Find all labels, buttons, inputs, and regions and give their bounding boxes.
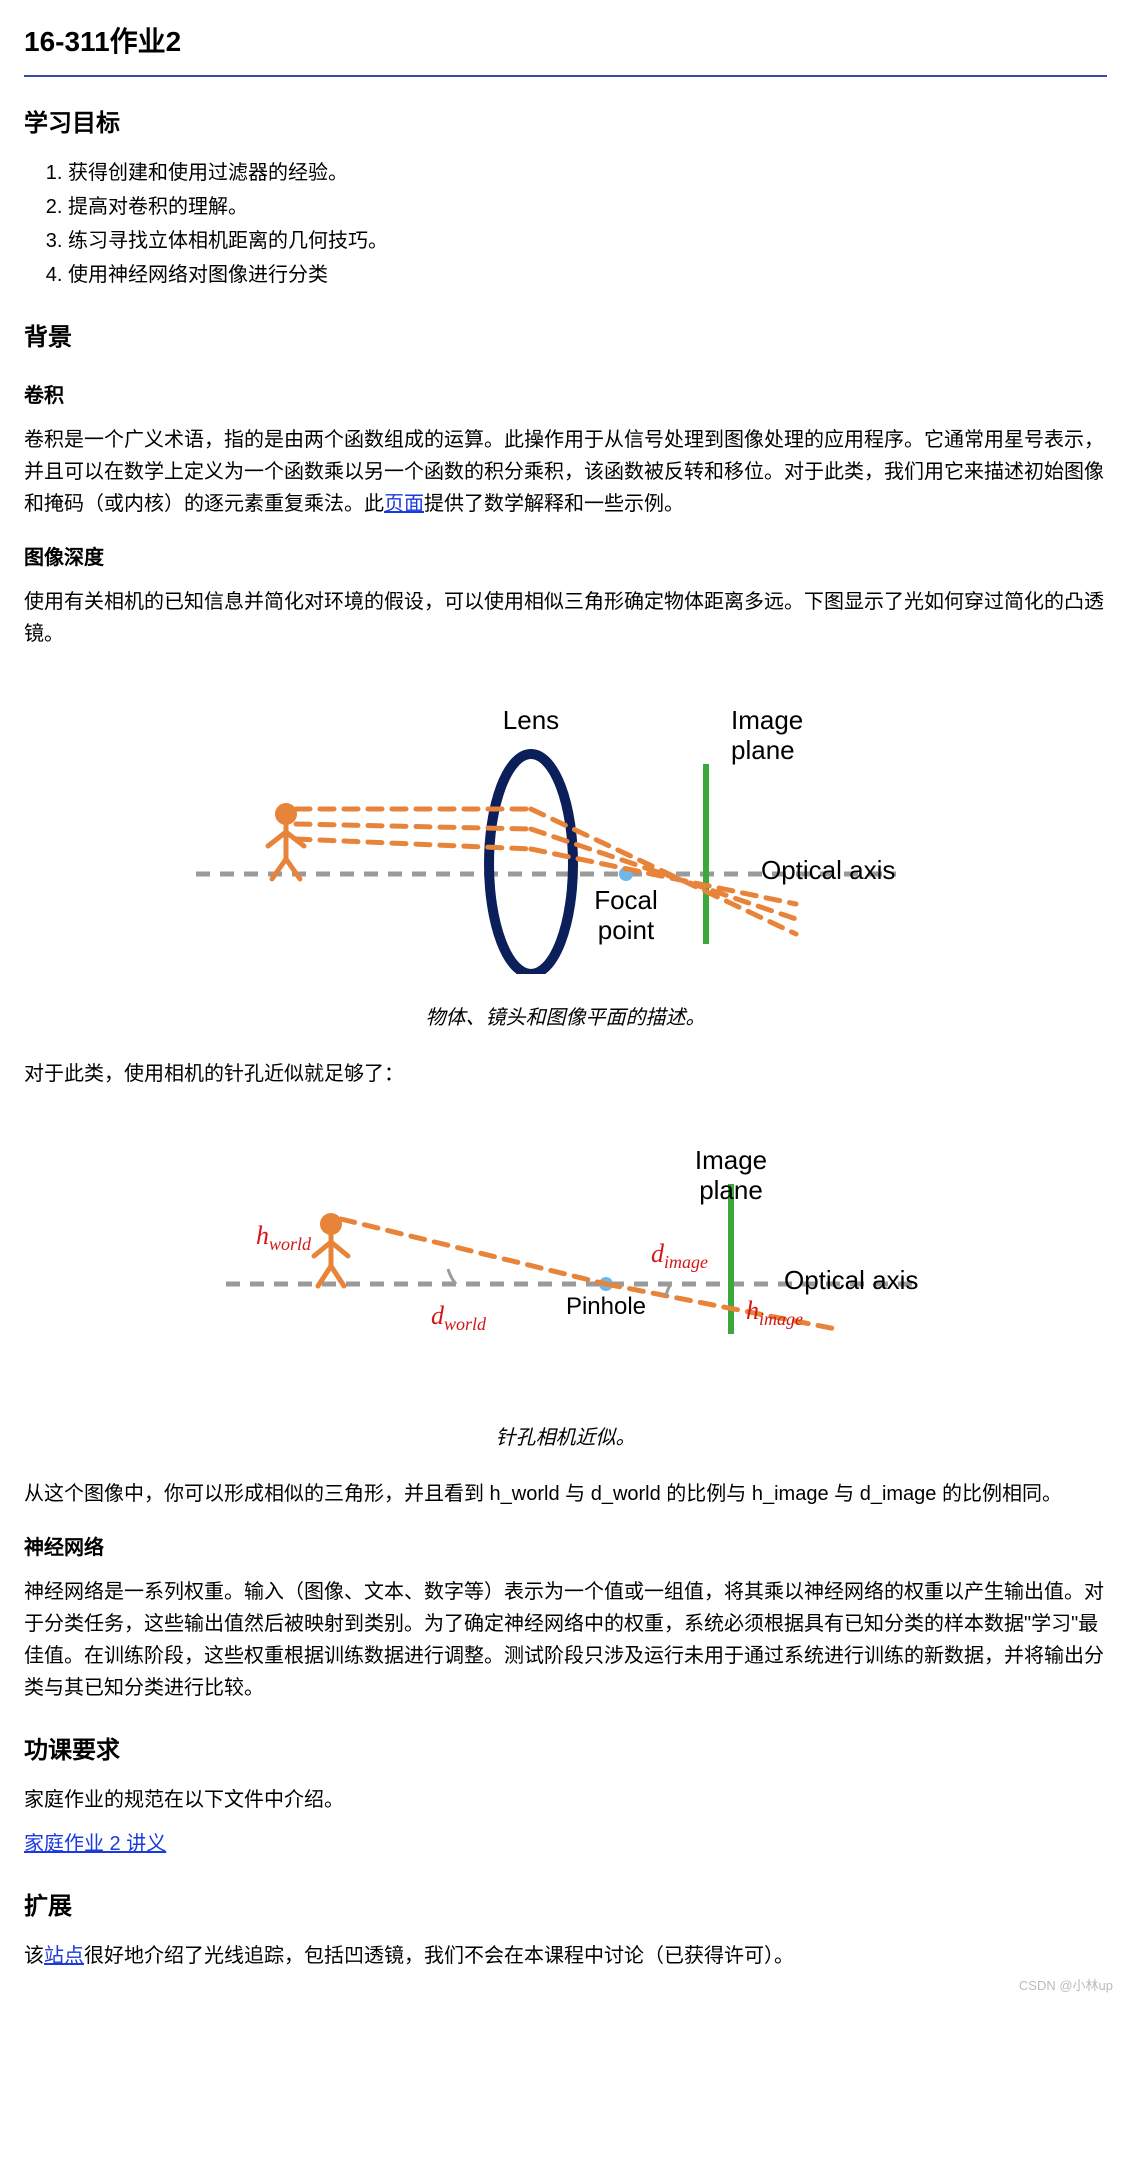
svg-text:Optical axis: Optical axis (784, 1265, 918, 1295)
figure-pinhole: Image plane Optical axis Pinhole hworld … (24, 1114, 1107, 1404)
list-item: 使用神经网络对图像进行分类 (68, 259, 1107, 291)
goals-list: 获得创建和使用过滤器的经验。 提高对卷积的理解。 练习寻找立体相机距离的几何技巧… (24, 157, 1107, 291)
text: 提供了数学解释和一些示例。 (424, 493, 684, 515)
figure-lens-caption: 物体、镜头和图像平面的描述。 (24, 1002, 1107, 1034)
requirements-paragraph: 家庭作业的规范在以下文件中介绍。 (24, 1784, 1107, 1816)
figure-pinhole-caption: 针孔相机近似。 (24, 1422, 1107, 1454)
svg-text:himage: himage (746, 1296, 803, 1329)
label-image-plane: Image (731, 705, 803, 735)
heading-depth: 图像深度 (24, 542, 1107, 574)
svg-text:hworld: hworld (256, 1221, 312, 1254)
svg-text:dimage: dimage (651, 1239, 708, 1272)
convolution-page-link[interactable]: 页面 (384, 493, 424, 515)
label-lens: Lens (502, 705, 558, 735)
heading-convolution: 卷积 (24, 380, 1107, 412)
list-item: 提高对卷积的理解。 (68, 191, 1107, 223)
figure-lens: Lens Image plane Focal point Optical axi… (24, 674, 1107, 984)
text: 很好地介绍了光线追踪，包括凹透镜，我们不会在本课程中讨论（已获得许可）。 (84, 1945, 794, 1967)
page-title: 16-311作业2 (24, 20, 1107, 65)
svg-text:point: point (597, 915, 654, 945)
label-optical-axis: Optical axis (761, 855, 895, 885)
convolution-paragraph: 卷积是一个广义术语，指的是由两个函数组成的运算。此操作用于从信号处理到图像处理的… (24, 424, 1107, 520)
handout-link[interactable]: 家庭作业 2 讲义 (24, 1833, 166, 1855)
title-divider (24, 75, 1107, 77)
heading-nn: 神经网络 (24, 1532, 1107, 1564)
list-item: 练习寻找立体相机距离的几何技巧。 (68, 225, 1107, 257)
label-focal: Focal (594, 885, 658, 915)
svg-text:plane: plane (731, 735, 795, 765)
svg-text:dworld: dworld (431, 1301, 487, 1334)
svg-text:Pinhole: Pinhole (565, 1293, 645, 1320)
extension-paragraph: 该站点很好地介绍了光线追踪，包括凹透镜，我们不会在本课程中讨论（已获得许可）。 (24, 1940, 1107, 1972)
pinhole-diagram: Image plane Optical axis Pinhole hworld … (136, 1114, 996, 1394)
text: 该 (24, 1945, 44, 1967)
svg-text:Image: Image (694, 1145, 766, 1175)
heading-goals: 学习目标 (24, 105, 1107, 143)
lens-diagram: Lens Image plane Focal point Optical axi… (136, 674, 996, 974)
watermark: CSDN @小林up (1019, 1976, 1113, 1997)
extension-site-link[interactable]: 站点 (44, 1945, 84, 1967)
heading-extension: 扩展 (24, 1888, 1107, 1926)
svg-text:plane: plane (699, 1175, 763, 1205)
depth-paragraph-1: 使用有关相机的已知信息并简化对环境的假设，可以使用相似三角形确定物体距离多远。下… (24, 586, 1107, 650)
depth-paragraph-3: 从这个图像中，你可以形成相似的三角形，并且看到 h_world 与 d_worl… (24, 1478, 1107, 1510)
heading-background: 背景 (24, 319, 1107, 357)
depth-paragraph-2: 对于此类，使用相机的针孔近似就足够了： (24, 1058, 1107, 1090)
heading-requirements: 功课要求 (24, 1732, 1107, 1770)
nn-paragraph: 神经网络是一系列权重。输入（图像、文本、数字等）表示为一个值或一组值，将其乘以神… (24, 1576, 1107, 1704)
list-item: 获得创建和使用过滤器的经验。 (68, 157, 1107, 189)
